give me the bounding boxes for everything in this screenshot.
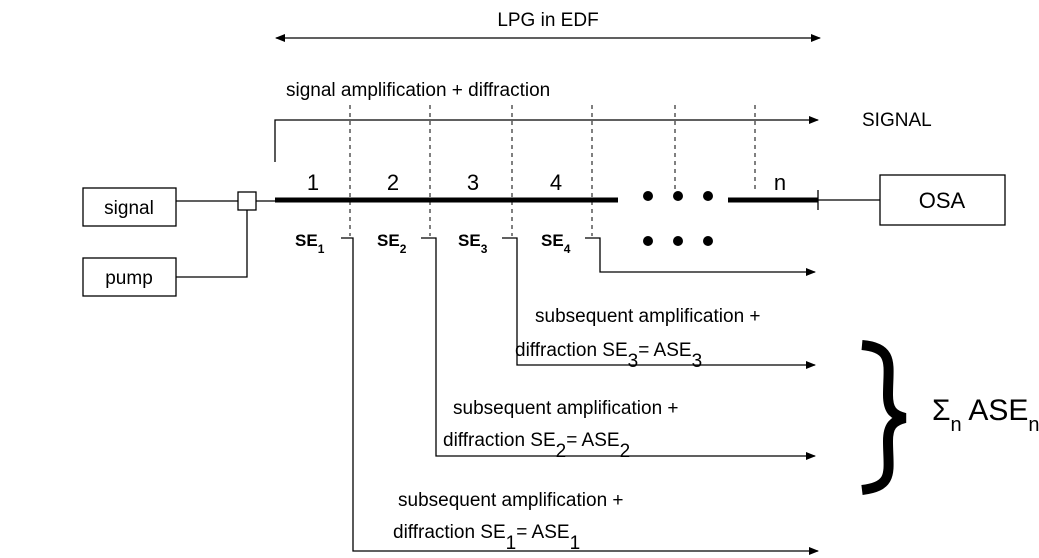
subscript: 1: [506, 533, 517, 554]
ase-branch: [502, 237, 816, 369]
signal-box: [82, 187, 177, 227]
box-label: signal: [104, 198, 154, 219]
ase-branch: [341, 237, 819, 555]
ase-branch: [585, 237, 816, 276]
ase-branch: [421, 237, 816, 460]
text-part: = ASE: [638, 340, 691, 361]
span-label: LPG in EDF: [497, 10, 598, 31]
subscript: 1: [570, 533, 581, 554]
subscript: 2: [620, 441, 631, 462]
coupler: [237, 191, 257, 211]
subscript: 2: [400, 242, 407, 256]
subscript: 3: [481, 242, 488, 256]
description: diffraction SE3= ASE3: [515, 340, 702, 372]
se-label: SE3: [458, 231, 488, 256]
text-part: Σ: [932, 394, 951, 427]
text-part: diffraction SE: [393, 522, 506, 543]
section-number: 1: [307, 170, 319, 195]
text-part: diffraction SE: [443, 430, 556, 451]
subscript: 1: [318, 242, 325, 256]
description: subsequent amplification +: [453, 398, 679, 419]
section-number: 2: [387, 170, 399, 195]
text-part: SE: [541, 231, 564, 250]
description: subsequent amplification +: [398, 490, 624, 511]
signal-arrow: [274, 116, 819, 162]
section-dividers: [349, 105, 756, 236]
text-part: SE: [458, 231, 481, 250]
subscript: n: [1028, 414, 1039, 436]
box-label: pump: [105, 268, 153, 289]
subscript: 4: [564, 242, 571, 256]
description: subsequent amplification +: [535, 306, 761, 327]
text-part: = ASE: [516, 522, 569, 543]
osa-box: [879, 174, 1006, 226]
ellipsis: [643, 191, 713, 246]
text-part: SE: [295, 231, 318, 250]
signal-path-label: signal amplification + diffraction: [286, 80, 550, 101]
se-label: SE2: [377, 231, 407, 256]
subscript: 3: [628, 351, 639, 372]
text-part: = ASE: [566, 430, 619, 451]
subscript: n: [951, 414, 962, 436]
subscript: 2: [556, 441, 567, 462]
signal-output: SIGNAL: [862, 110, 932, 131]
se-label: SE4: [541, 231, 571, 256]
text-part: SE: [377, 231, 400, 250]
connector: [176, 210, 248, 278]
text-part: diffraction SE: [515, 340, 628, 361]
section-number: 4: [550, 170, 562, 195]
box-label: OSA: [919, 188, 966, 213]
sum-label: Σn ASEn: [932, 394, 1039, 436]
subscript: 3: [692, 351, 703, 372]
section-number: 3: [467, 170, 479, 195]
brace: [861, 340, 907, 495]
description: diffraction SE2= ASE2: [443, 430, 630, 462]
se-label: SE1: [295, 231, 325, 256]
section-number: n: [774, 170, 786, 195]
description: diffraction SE1= ASE1: [393, 522, 580, 554]
text-part: ASE: [962, 394, 1029, 427]
